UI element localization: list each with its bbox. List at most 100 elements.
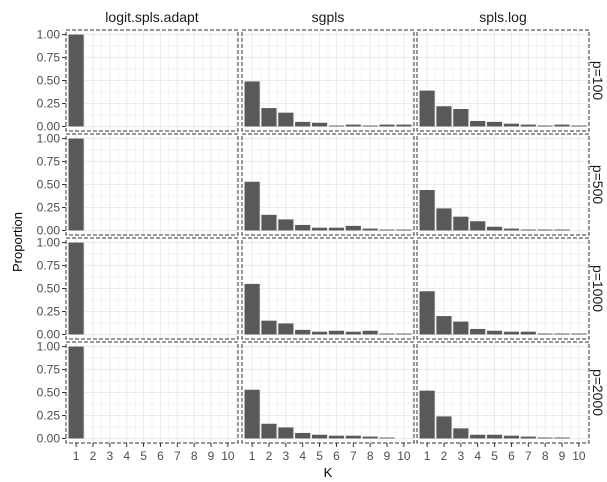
x-tick-label: 7 (350, 449, 357, 463)
bar (554, 437, 570, 439)
facet-panel (65, 29, 239, 132)
x-tick-label: 9 (559, 449, 566, 463)
bar (345, 435, 361, 439)
bar (311, 122, 328, 127)
x-tick-label: 1 (424, 449, 431, 463)
bar (379, 437, 395, 439)
bar (486, 121, 503, 127)
panel-border (416, 29, 590, 132)
x-axis-title: K (324, 465, 333, 480)
bar (520, 229, 536, 231)
bar (379, 124, 395, 127)
x-tick-label: 10 (397, 449, 411, 463)
bar (436, 106, 452, 127)
y-tick-label: 1.00 (37, 132, 61, 146)
bar (362, 436, 378, 439)
bar (68, 242, 84, 335)
bar (571, 333, 587, 335)
bar (68, 138, 84, 231)
x-tick-label: 5 (140, 449, 147, 463)
x-tick-label: 7 (174, 449, 181, 463)
panel-border (416, 237, 590, 340)
bar (244, 283, 260, 335)
panel-border (241, 29, 415, 132)
bar (68, 34, 84, 127)
bar (328, 227, 345, 231)
bar (419, 291, 435, 335)
bar (278, 323, 294, 335)
bar (453, 216, 469, 231)
bar (453, 321, 469, 335)
y-tick-label: 0.25 (37, 408, 61, 422)
facet-panel (416, 341, 590, 444)
bar (328, 435, 345, 439)
bar (470, 120, 486, 127)
y-axis-title: Proportion (10, 212, 25, 272)
panel-border (241, 133, 415, 236)
y-tick-label: 0.25 (37, 96, 61, 110)
bar (244, 81, 260, 127)
y-tick-label: 1.00 (37, 236, 61, 250)
x-tick-label: 6 (508, 449, 515, 463)
column-strip-label: logit.spls.adapt (105, 9, 199, 25)
x-tick-label: 1 (73, 449, 80, 463)
y-tick-label: 1.00 (37, 340, 61, 354)
bar (419, 90, 435, 127)
x-tick-label: 9 (208, 449, 215, 463)
bar (295, 224, 311, 231)
bar (345, 225, 361, 231)
bar (436, 208, 452, 231)
facet-panel (416, 237, 590, 340)
bar (537, 333, 553, 335)
x-tick-label: 3 (457, 449, 464, 463)
bar (278, 219, 294, 231)
bar (503, 228, 520, 231)
x-tick-label: 6 (333, 449, 340, 463)
y-tick-label: 0.00 (37, 327, 61, 341)
y-tick-label: 0.50 (37, 178, 61, 192)
x-tick-label: 7 (525, 449, 532, 463)
row-strip-label: p=100 (590, 61, 606, 101)
bar (345, 124, 361, 127)
y-tick-label: 0.00 (37, 223, 61, 237)
bar (396, 229, 412, 231)
facet-panel (241, 341, 415, 444)
bar (311, 227, 328, 231)
bar (379, 333, 395, 335)
x-tick-label: 9 (384, 449, 391, 463)
facet-panel (65, 237, 239, 340)
facet-panel (65, 341, 239, 444)
x-tick-label: 5 (316, 449, 323, 463)
bar (537, 437, 553, 439)
bar (520, 331, 536, 335)
x-tick-label: 3 (106, 449, 113, 463)
row-strip-label: p=1000 (590, 265, 606, 312)
bar (537, 229, 553, 231)
bar (278, 112, 294, 127)
bar (537, 125, 553, 127)
y-tick-label: 0.75 (37, 363, 61, 377)
x-tick-label: 1 (249, 449, 256, 463)
facet-panel (416, 133, 590, 236)
facet-panel (241, 133, 415, 236)
x-tick-label: 2 (90, 449, 97, 463)
y-tick-label: 0.75 (37, 259, 61, 273)
x-tick-label: 6 (157, 449, 164, 463)
bar (554, 229, 570, 231)
bar (345, 331, 361, 335)
bar (362, 330, 378, 335)
y-tick-label: 0.00 (37, 119, 61, 133)
x-tick-label: 10 (221, 449, 235, 463)
bar (486, 226, 503, 231)
bar (419, 190, 435, 231)
row-strip-label: p=2000 (590, 369, 606, 416)
bar (396, 333, 412, 335)
bar (68, 346, 84, 439)
bar (436, 316, 452, 335)
y-tick-label: 0.75 (37, 155, 61, 169)
facet-panel (241, 237, 415, 340)
y-tick-label: 0.25 (37, 200, 61, 214)
bar (295, 329, 311, 335)
strip-background-1 (242, 6, 414, 28)
bar (453, 428, 469, 439)
